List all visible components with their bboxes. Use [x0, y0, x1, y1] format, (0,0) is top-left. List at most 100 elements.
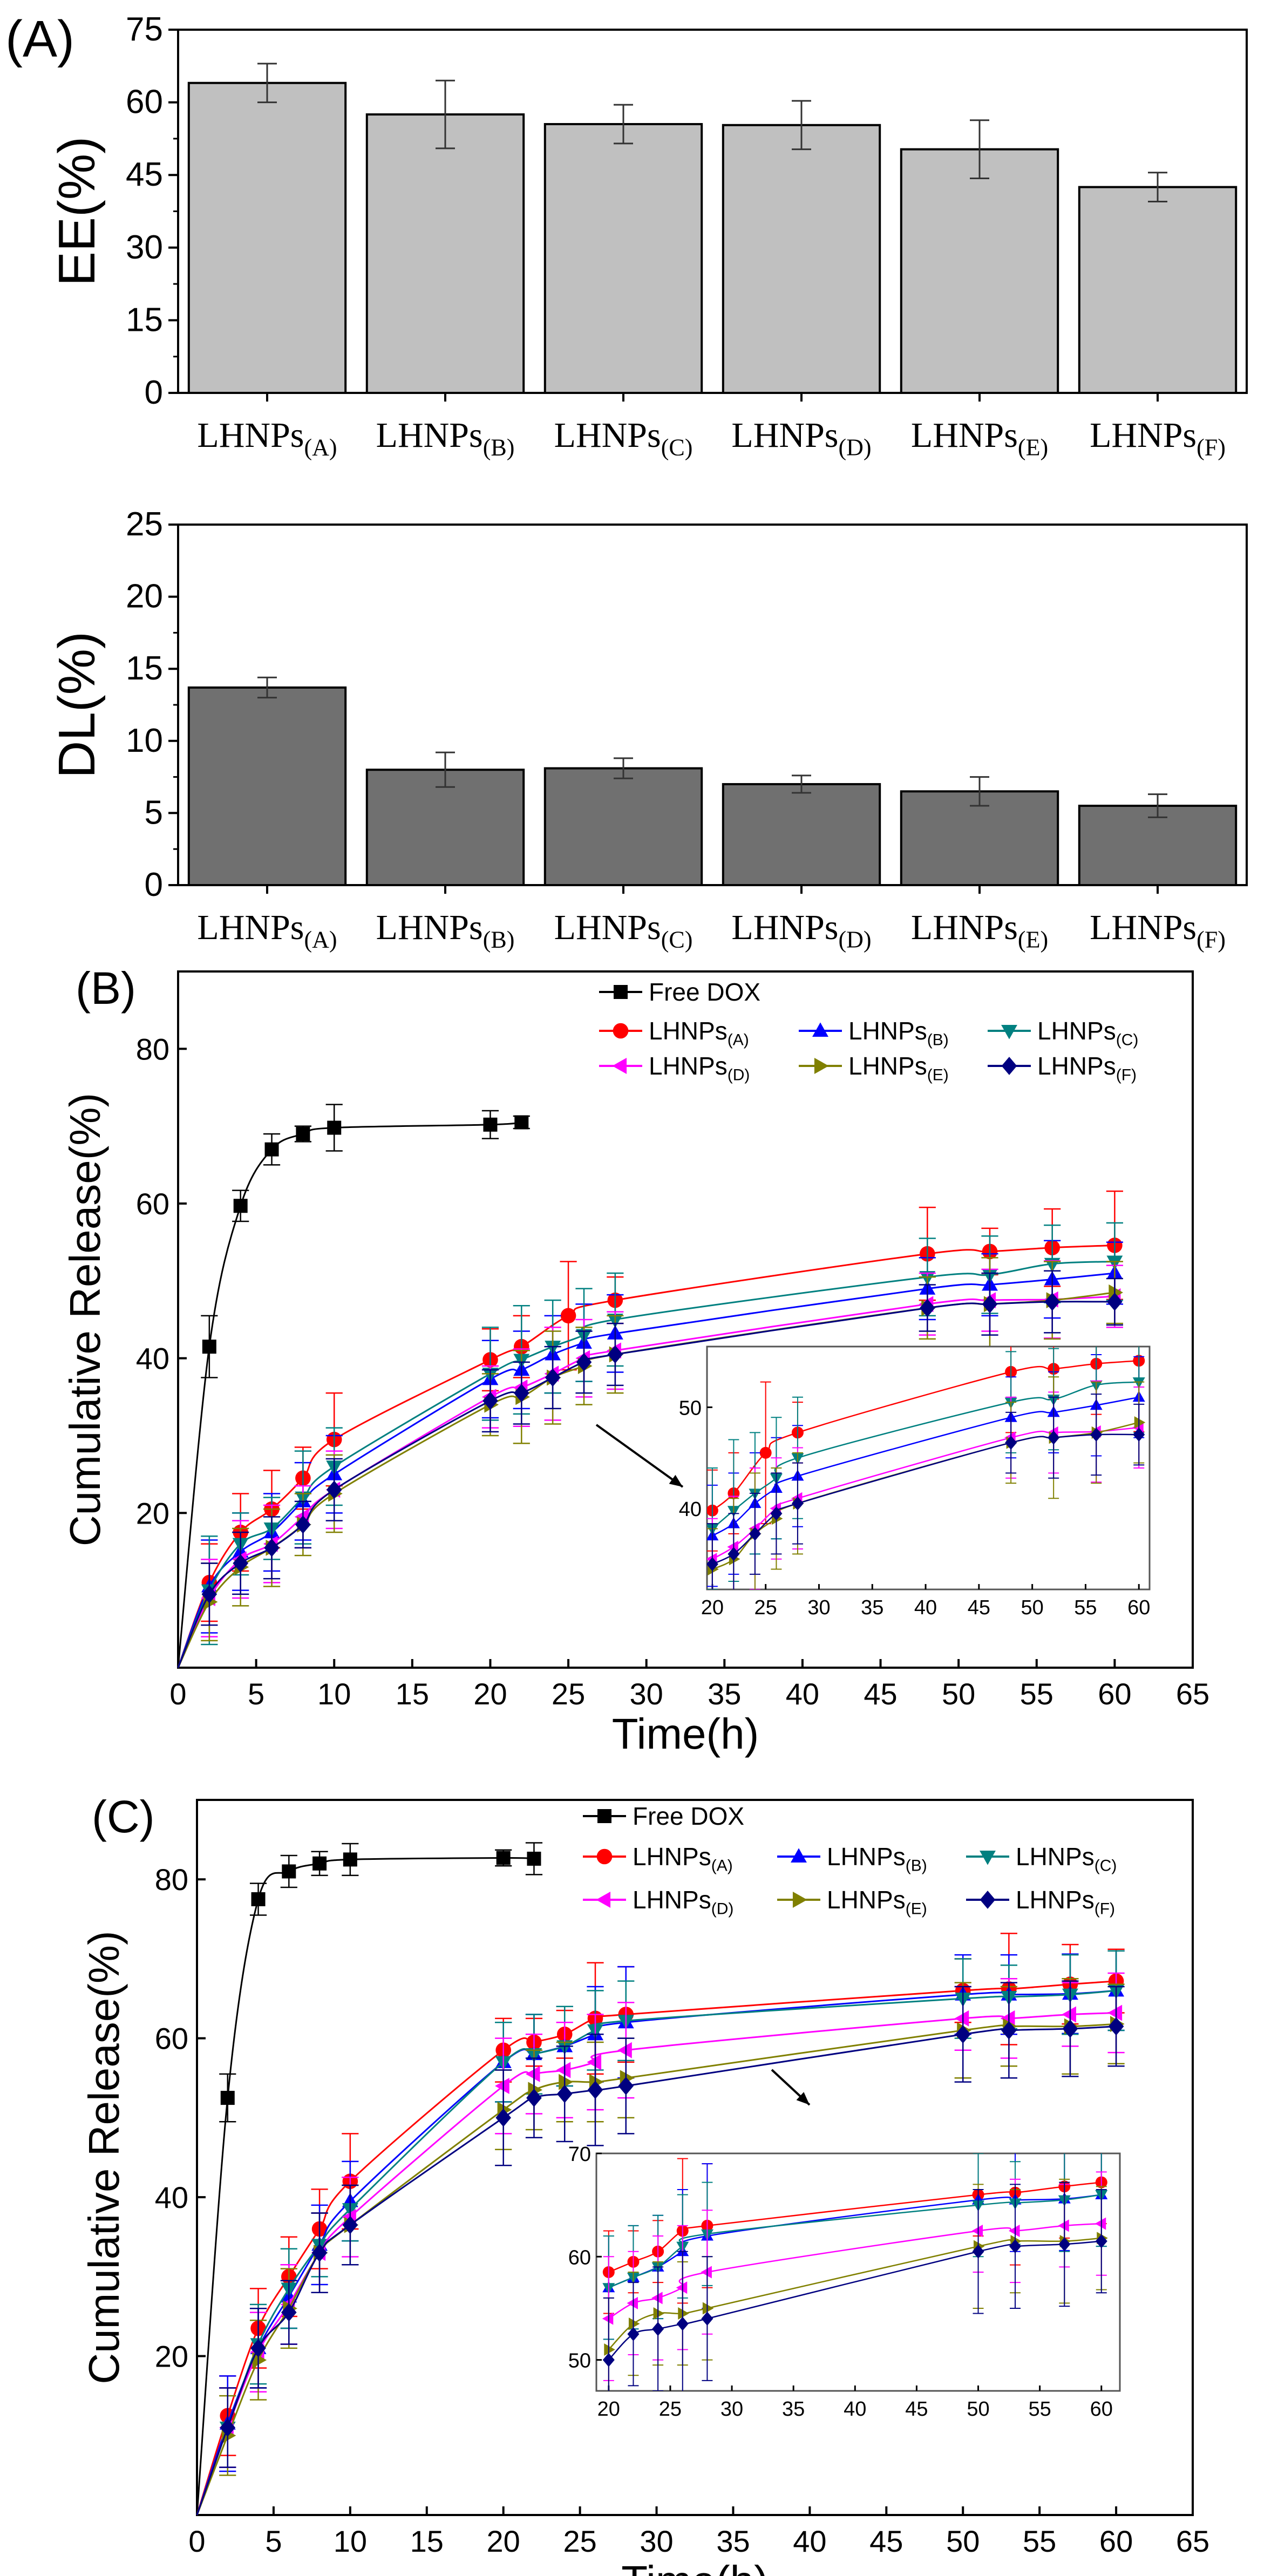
- legend-label-sub: (A): [728, 1031, 749, 1049]
- x-tick-label: 45: [864, 1677, 897, 1711]
- arrow-head: [669, 1474, 683, 1487]
- x-tick-label: LHNPs(F): [1090, 416, 1226, 460]
- data-point: [251, 1892, 266, 1907]
- data-point: [954, 2010, 969, 2027]
- x-tick-label: 25: [552, 1677, 585, 1711]
- y-tick-label: 60: [126, 84, 163, 121]
- data-point: [514, 1115, 529, 1130]
- series-line: [177, 1295, 1115, 1668]
- inset-data-point: [1058, 2219, 1069, 2232]
- legend-label-main: Free DOX: [649, 978, 760, 1006]
- legend-marker: [613, 1023, 629, 1039]
- inset-data-point: [701, 2312, 713, 2326]
- data-point: [264, 1142, 279, 1157]
- inset-data-point: [676, 2316, 689, 2331]
- legend-label: LHNPs(C): [1016, 1843, 1117, 1875]
- panel-label: (C): [92, 1791, 155, 1842]
- legend-label-main: LHNPs: [827, 1843, 906, 1871]
- legend-marker: [980, 1891, 996, 1909]
- legend-label: LHNPs(B): [848, 1017, 949, 1049]
- data-point: [955, 2025, 971, 2044]
- x-tick-label-sub: (C): [661, 926, 693, 953]
- inset-x-tick-label: 30: [720, 2398, 743, 2421]
- legend-label: LHNPs(C): [1037, 1017, 1138, 1049]
- x-tick-label-main: LHNPs: [197, 416, 304, 455]
- data-point: [607, 1345, 623, 1364]
- y-tick-label: 15: [126, 301, 163, 338]
- x-tick-label: 5: [265, 2524, 282, 2558]
- bar: [543, 123, 703, 394]
- x-tick-label: 45: [869, 2524, 903, 2558]
- y-tick-label: 20: [136, 1496, 169, 1530]
- bar: [900, 148, 1059, 394]
- x-tick-label-sub: (D): [838, 434, 871, 460]
- inset-series-line: [712, 1381, 1139, 1530]
- inset-chart: 20 25 30 35 40 45 50 55 60 40 50: [679, 1345, 1151, 1619]
- series-line: [177, 1301, 1115, 1668]
- data-point: [1044, 1293, 1060, 1311]
- y-axis-label: Cumulative Release(%): [61, 1093, 109, 1546]
- inset-data-point: [1095, 2217, 1106, 2230]
- x-tick-label-main: LHNPs: [376, 908, 483, 947]
- inset-y-tick-label: 50: [568, 2350, 591, 2373]
- legend-label: LHNPs(F): [1016, 1886, 1115, 1918]
- data-point: [202, 1340, 216, 1354]
- data-point: [526, 2089, 542, 2107]
- inset-x-tick-label: 20: [597, 2398, 620, 2421]
- bar: [722, 124, 881, 395]
- legend-marker: [791, 1848, 807, 1863]
- legend-label-sub: (B): [906, 1857, 927, 1875]
- data-point: [220, 2091, 235, 2105]
- y-axis-label: EE(%): [48, 137, 106, 286]
- legend-marker: [614, 985, 628, 999]
- legend-label-main: LHNPs: [649, 1017, 728, 1045]
- x-tick-label: LHNPs(B): [376, 416, 515, 460]
- plot-frame: [196, 1799, 1194, 2516]
- legend-marker: [596, 1892, 611, 1908]
- x-tick-label-main: LHNPs: [554, 908, 661, 947]
- x-tick-label: 20: [473, 1677, 507, 1711]
- inset-data-point: [676, 2281, 688, 2294]
- x-axis-label: Time(h): [621, 2557, 769, 2576]
- y-tick-label: 40: [136, 1342, 169, 1376]
- x-axis-label: Time(h): [612, 1710, 759, 1758]
- inset-data-point: [602, 2312, 614, 2325]
- y-tick-label: 80: [155, 1863, 188, 1897]
- legend: Free DOX LHNPs(A) LHNPs(B) LHNPs(C) LHNPs(D)…: [599, 978, 1138, 1084]
- inset-x-tick-label: 45: [968, 1596, 990, 1619]
- legend-label-main: LHNPs: [633, 1843, 711, 1871]
- legend-label-sub: (B): [927, 1031, 949, 1049]
- y-tick-label: 10: [126, 722, 163, 759]
- y-tick-label: 30: [126, 229, 163, 266]
- legend-label: LHNPs(B): [827, 1843, 927, 1875]
- x-tick-label-sub: (D): [838, 926, 871, 953]
- legend-label-sub: (F): [1095, 1900, 1115, 1918]
- x-tick-label-main: LHNPs: [1090, 908, 1197, 947]
- inset-data-point: [602, 2353, 615, 2367]
- inset-data-point: [702, 2302, 714, 2315]
- data-point: [1001, 2021, 1017, 2040]
- inset-x-tick-label: 40: [914, 1596, 937, 1619]
- x-tick-label: 15: [396, 1677, 429, 1711]
- data-point: [343, 1852, 357, 1867]
- legend-label: LHNPs(D): [649, 1052, 750, 1084]
- data-point: [1108, 2017, 1124, 2036]
- data-point: [1000, 2010, 1015, 2027]
- x-tick-label-sub: (A): [304, 926, 337, 953]
- x-tick-label: 30: [640, 2524, 673, 2558]
- x-tick-label-sub: (E): [1018, 434, 1048, 460]
- data-point: [527, 1851, 541, 1866]
- x-tick-label: LHNPs(C): [554, 908, 693, 953]
- legend-marker: [612, 1058, 627, 1074]
- panel-label: (B): [76, 963, 136, 1014]
- inset-x-tick-label: 55: [1029, 2398, 1051, 2421]
- legend-label-main: LHNPs: [633, 1886, 711, 1914]
- inset-data-point: [1009, 2239, 1021, 2254]
- inset-data-point: [628, 2317, 640, 2330]
- inset-x-tick-label: 45: [905, 2398, 928, 2421]
- y-axis-label: Cumulative Release(%): [80, 1931, 128, 2384]
- legend-label-main: LHNPs: [1016, 1886, 1095, 1914]
